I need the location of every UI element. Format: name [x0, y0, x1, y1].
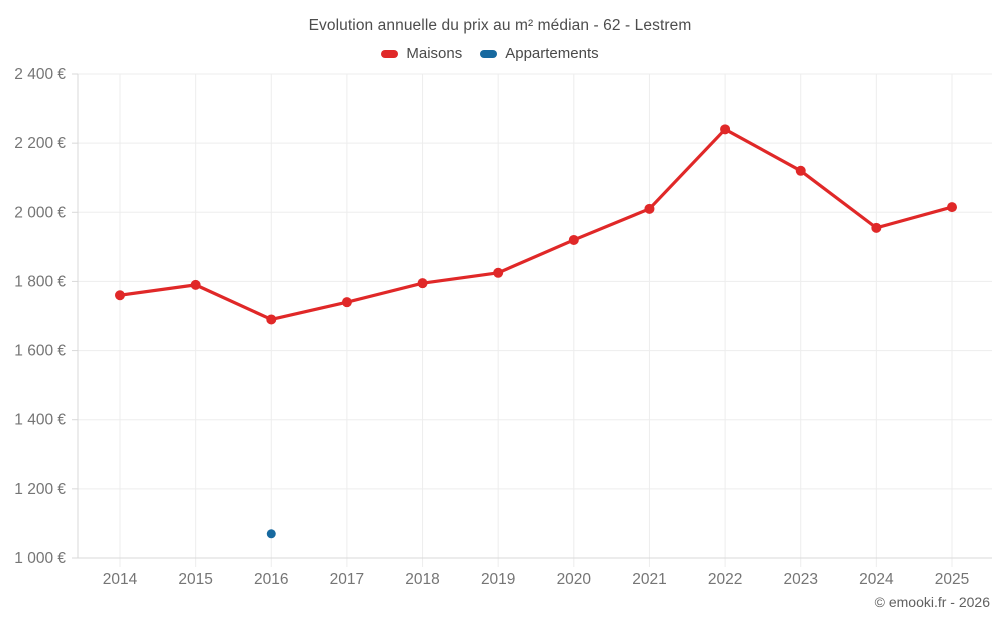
x-tick-label: 2019: [481, 571, 515, 588]
y-tick-label: 1 200 €: [14, 481, 66, 498]
axes: [72, 73, 992, 559]
x-tick-label: 2024: [859, 571, 894, 588]
legend-item-appartements[interactable]: Appartements: [480, 45, 599, 62]
point-maisons-2024[interactable]: [871, 222, 882, 233]
point-maisons-2014[interactable]: [115, 290, 125, 301]
x-tick-label: 2017: [330, 571, 364, 588]
maisons-points: [115, 124, 957, 325]
x-tick-label: 2014: [103, 571, 138, 588]
point-maisons-2019[interactable]: [493, 267, 504, 278]
chart-title: Evolution annuelle du prix au m² médian …: [308, 17, 692, 34]
y-tick-label: 2 400 €: [14, 66, 66, 83]
x-tick-label: 2015: [178, 571, 212, 588]
y-tick-label: 1 600 €: [14, 343, 66, 360]
point-appartements-2016[interactable]: [266, 529, 276, 539]
y-tick-label: 1 000 €: [14, 550, 66, 567]
x-tick-label: 2022: [708, 571, 742, 588]
chart-legend: Maisons Appartements: [0, 45, 980, 62]
point-maisons-2022[interactable]: [720, 124, 731, 135]
y-tick-label: 2 000 €: [14, 204, 66, 221]
x-tick-label: 2023: [783, 571, 817, 588]
y-axis-labels: 1 000 € 1 200 € 1 400 € 1 600 € 1 800 € 2 000…: [14, 66, 66, 567]
y-tick-label: 2 200 €: [14, 135, 66, 152]
legend-label-maisons: Maisons: [406, 45, 463, 62]
x-tick-label: 2020: [557, 571, 592, 588]
x-tick-label: 2018: [405, 571, 439, 588]
x-tick-label: 2021: [632, 571, 666, 588]
point-maisons-2017[interactable]: [341, 297, 352, 308]
legend-item-maisons[interactable]: Maisons: [381, 45, 462, 62]
y-tick-label: 1 400 €: [14, 412, 66, 429]
y-gridlines: [78, 73, 992, 559]
x-tick-label: 2016: [254, 571, 288, 588]
x-axis-labels: 2014 2015 2016 2017 2018 2019 2020 2021 2022 2023…: [103, 571, 969, 588]
legend-swatch-maisons: [381, 49, 399, 58]
point-maisons-2020[interactable]: [568, 234, 579, 245]
x-gridlines: [119, 74, 953, 567]
point-maisons-2021[interactable]: [644, 203, 655, 214]
point-maisons-2018[interactable]: [417, 278, 428, 289]
legend-label-appartements: Appartements: [505, 45, 599, 62]
maisons-line: [118, 127, 954, 322]
point-maisons-2025[interactable]: [947, 202, 957, 213]
point-maisons-2016[interactable]: [266, 314, 277, 325]
x-tick-label: 2025: [935, 571, 969, 588]
appartements-points: [266, 529, 276, 539]
point-maisons-2015[interactable]: [190, 279, 201, 290]
watermark-credit: © emooki.fr - 2026: [874, 594, 990, 610]
point-maisons-2023[interactable]: [795, 165, 806, 176]
y-tick-label: 1 800 €: [14, 273, 66, 290]
legend-swatch-appartements: [480, 49, 498, 58]
